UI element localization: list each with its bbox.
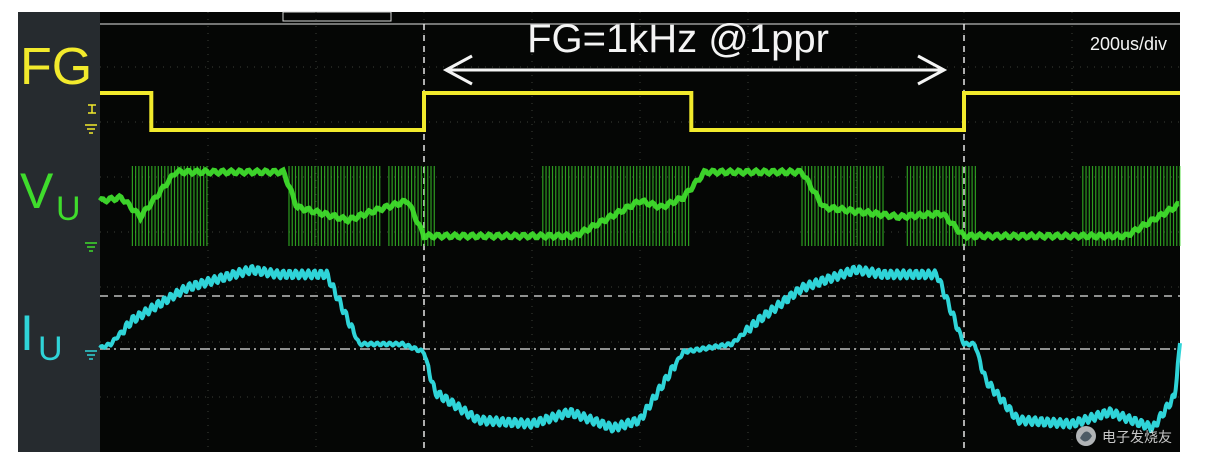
ground-marker-fg (85, 124, 97, 134)
ground-markers (85, 104, 97, 360)
chart-title: FG=1kHz @1ppr (527, 17, 829, 61)
channel-label-iu-subscript: U (38, 330, 63, 368)
trace-vu-envelope (98, 166, 1180, 242)
waveform-traces (98, 91, 1182, 434)
watermark-text: 电子发烧友 (1102, 429, 1172, 445)
channel-label-vu-subscript: U (56, 190, 81, 228)
trace-fg (100, 91, 1180, 132)
channel-label-iu: I (20, 305, 34, 361)
channel-label-fg: FG (20, 38, 92, 96)
trace-iu (98, 264, 1182, 434)
trigger-position-marker (282, 11, 392, 22)
channel-labels: FG V U I U (20, 38, 92, 368)
arrow-right-icon (917, 54, 948, 86)
trace-vu (98, 166, 1181, 246)
channel-label-vu: V (20, 163, 54, 219)
period-arrow (442, 54, 948, 86)
timebase-readout: 200us/div (1090, 34, 1167, 54)
pwm-band (131, 166, 208, 246)
watermark: 电子发烧友 (1076, 426, 1172, 446)
ground-marker-vu (85, 242, 97, 252)
ground-marker-iu (85, 350, 97, 360)
arrow-left-icon (442, 54, 473, 86)
trigger-level-icon (88, 104, 96, 114)
channel-label-panel (18, 12, 100, 452)
